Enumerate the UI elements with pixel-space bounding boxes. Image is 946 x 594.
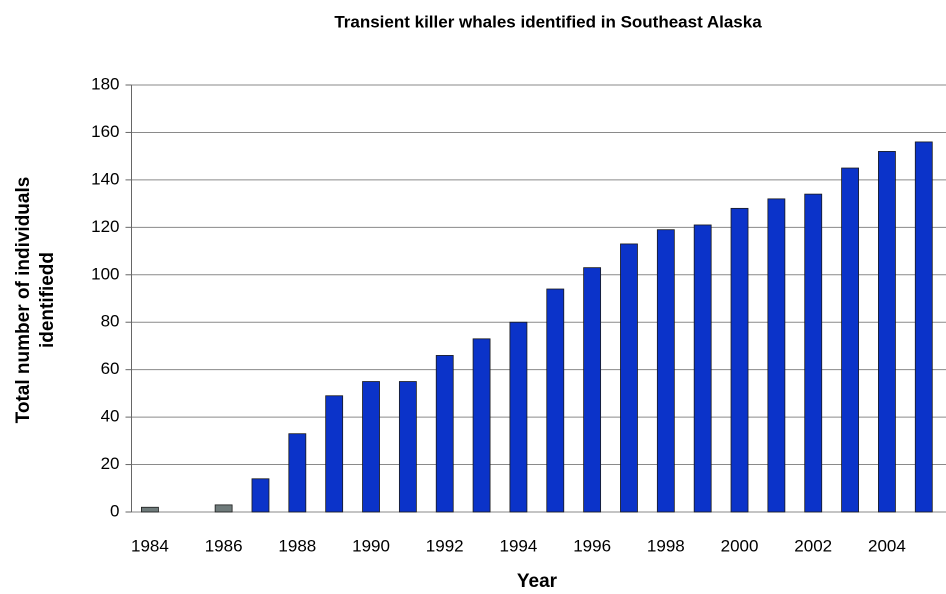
y-tick-label: 20 [101,454,120,473]
bar [435,355,454,513]
bar [472,338,491,513]
y-tick-label: 0 [110,501,119,520]
x-tick-label: 1990 [352,536,390,555]
bar [362,381,380,513]
x-tick-label: 1992 [426,536,464,555]
y-tick-label: 40 [101,407,120,426]
bar [841,167,859,513]
bar [804,193,823,513]
y-tick-label: 100 [91,264,119,283]
bar [656,229,675,513]
bar [620,243,638,513]
x-tick-label: 1988 [278,536,316,555]
bar [767,198,786,513]
bar [398,381,417,513]
chart-title: Transient killer whales identified in So… [334,12,762,31]
bar [878,151,896,513]
x-tick-label: 1986 [205,536,243,555]
bar [325,395,344,513]
y-axis-title: Total number of individuals [13,177,34,424]
x-tick-label: 2002 [794,536,832,555]
x-tick-label: 1998 [647,536,685,555]
y-tick-label: 160 [91,122,119,141]
x-tick-label: 1994 [500,536,538,555]
x-tick-label: 2000 [721,536,759,555]
bar [288,433,307,513]
y-axis-title: identifiedd [37,252,58,348]
x-tick-label: 1996 [573,536,611,555]
x-tick-label: 2004 [868,536,906,555]
y-tick-label: 140 [91,169,119,188]
bar [214,504,233,513]
x-tick-label: 1984 [131,536,169,555]
y-tick-label: 120 [91,217,119,236]
x-axis-title: Year [517,571,558,592]
y-tick-label: 60 [101,359,120,378]
bar [251,478,270,513]
bar [583,267,602,513]
bar [693,224,712,513]
bar [546,288,565,513]
bar [509,321,528,513]
y-tick-label: 80 [101,312,120,331]
y-tick-label: 180 [91,74,119,93]
bar [141,506,159,513]
bar [914,141,933,513]
bar [730,207,749,513]
